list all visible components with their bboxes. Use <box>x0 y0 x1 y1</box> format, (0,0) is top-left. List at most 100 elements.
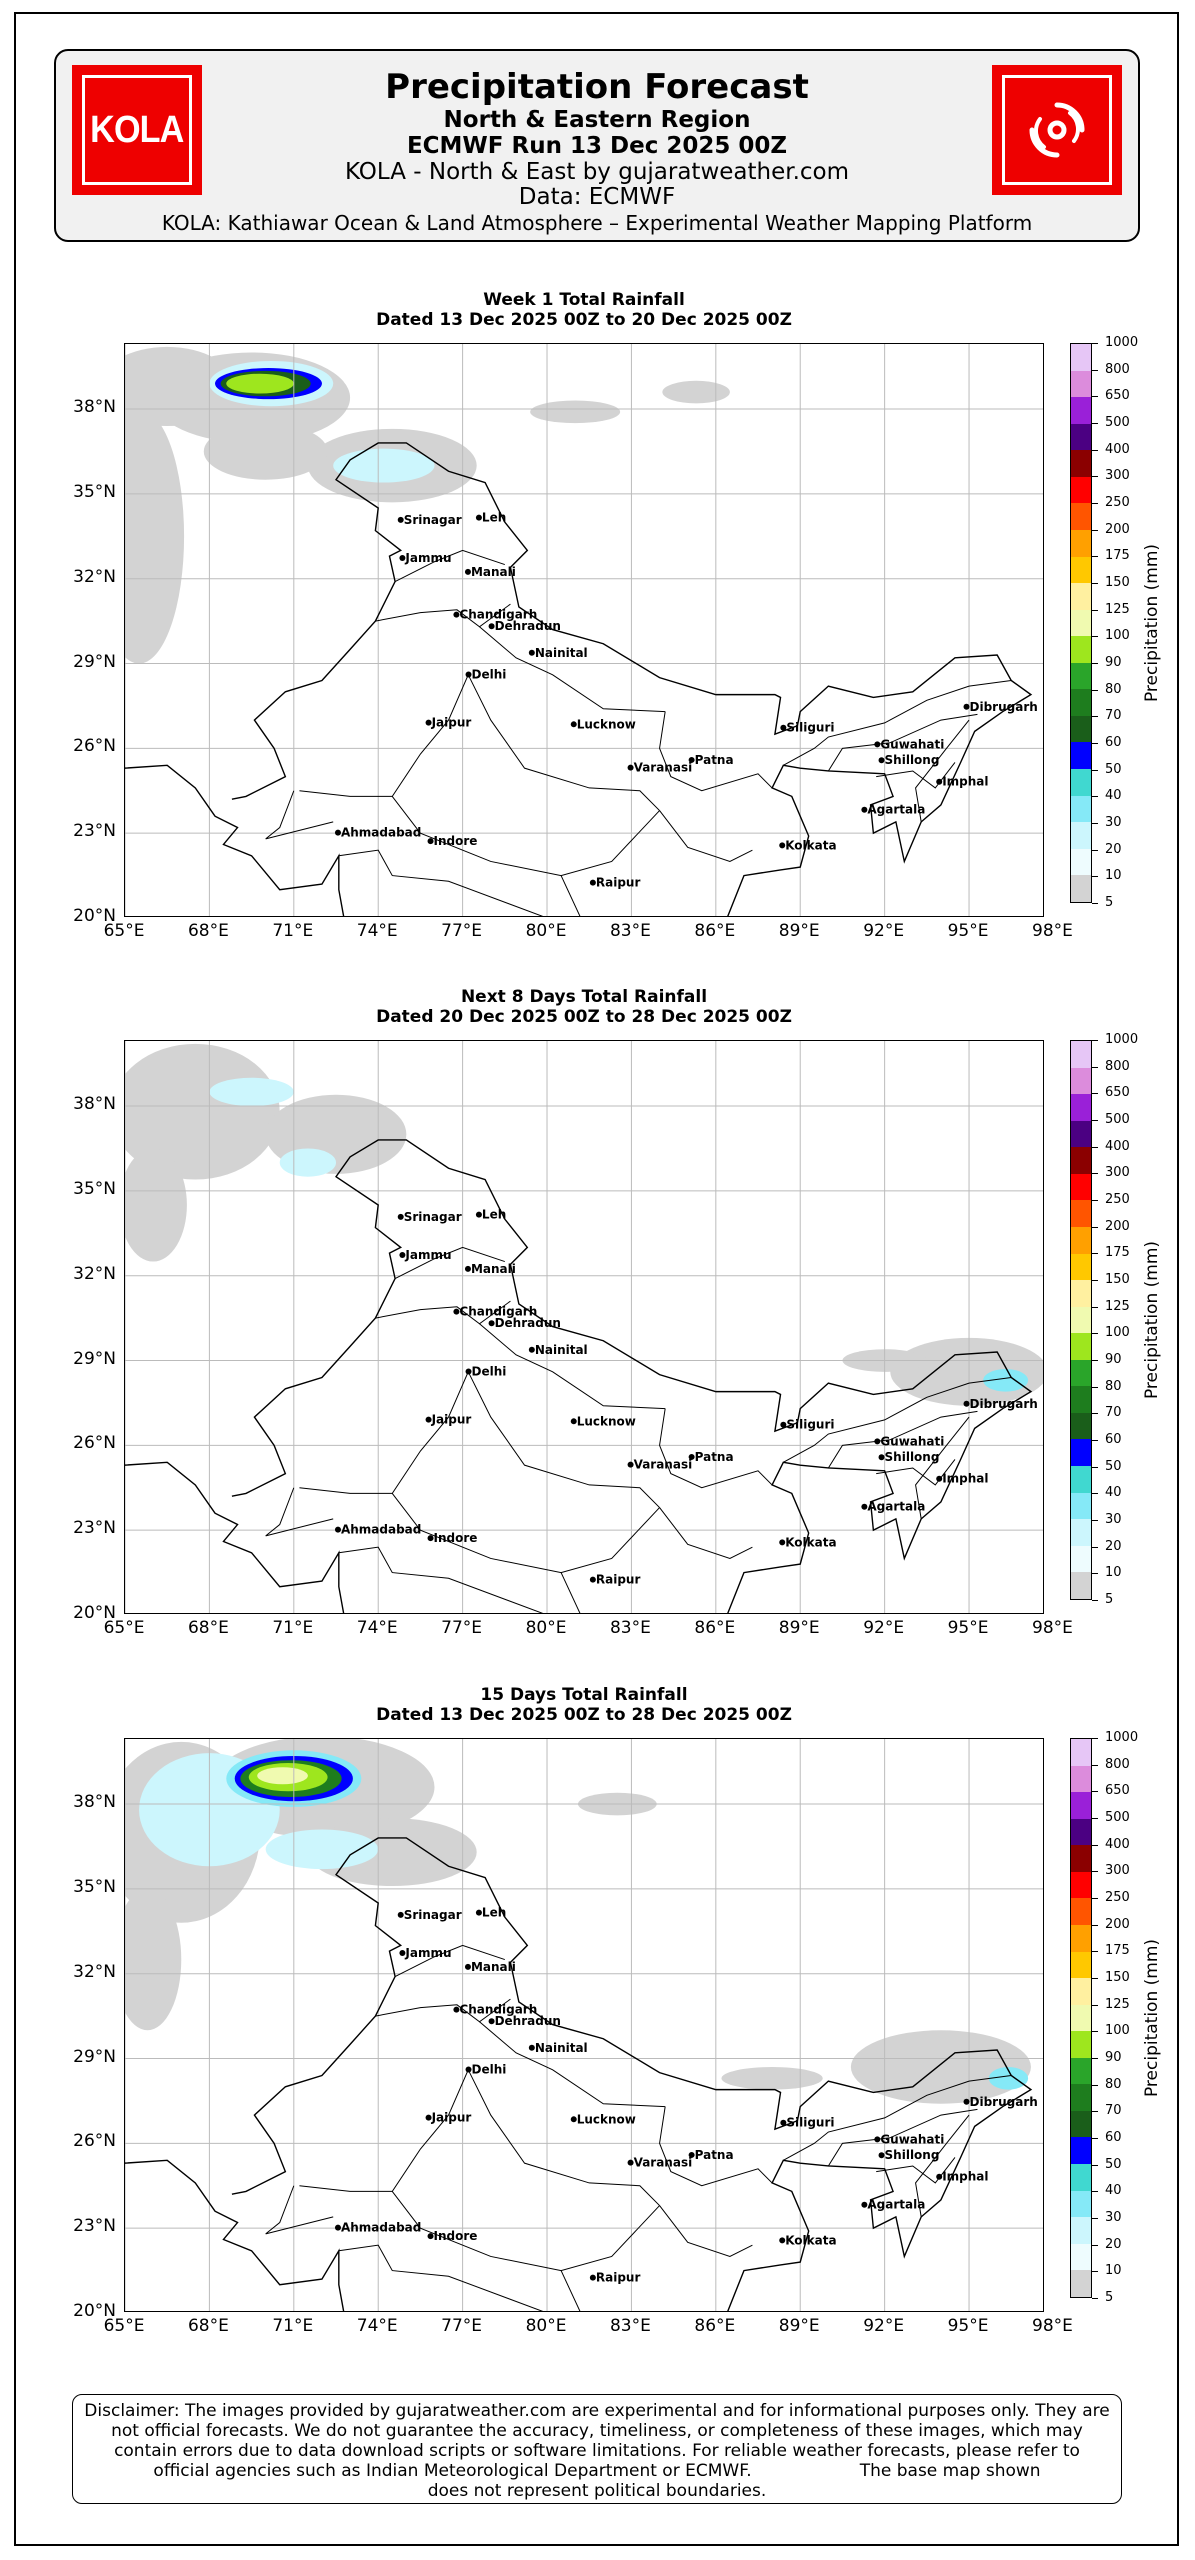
city-label: Guwahati <box>880 1434 944 1448</box>
state-border <box>479 626 666 713</box>
city-marker <box>427 1535 434 1542</box>
colorbar-tick <box>1092 1413 1098 1415</box>
city-marker <box>528 649 535 656</box>
colorbar-tick <box>1092 1200 1098 1201</box>
colorbar-tick-label: 5 <box>1105 895 1114 910</box>
colorbar-tick <box>1092 1924 1098 1926</box>
disclaimer-line: not official forecasts. We do not guaran… <box>111 2421 1083 2441</box>
colorbar <box>1070 343 1092 903</box>
state-border <box>391 2191 660 2272</box>
city-marker <box>425 2114 432 2121</box>
rainfall-area <box>988 2067 1029 2090</box>
colorbar-tick-label: 70 <box>1105 1405 1122 1421</box>
colorbar-segment <box>1071 1333 1091 1360</box>
state-border <box>467 674 660 811</box>
colorbar-tick-label: 40 <box>1105 788 1122 804</box>
city-marker <box>334 1526 341 1533</box>
state-border <box>391 1493 660 1574</box>
colorbar-tick <box>1092 1871 1098 1873</box>
colorbar-tick-label: 200 <box>1105 521 1130 537</box>
subtitle-run: ECMWF Run 13 Dec 2025 00Z <box>406 133 788 159</box>
lon-tick-label: 65°E <box>103 1618 145 1638</box>
colorbar-tick <box>1092 2298 1098 2299</box>
colorbar-tick <box>1092 1386 1098 1388</box>
city-label: Siliguri <box>786 1418 834 1432</box>
lon-tick-label: 71°E <box>272 1618 314 1638</box>
city-label: Lucknow <box>577 717 636 731</box>
city-label: Manali <box>471 1960 516 1974</box>
city-label: Jammu <box>404 551 451 565</box>
city-label: Siliguri <box>786 721 834 735</box>
city-marker <box>528 1346 535 1353</box>
lon-tick-label: 77°E <box>441 921 483 941</box>
colorbar-tick <box>1092 2084 1098 2086</box>
colorbar-segment <box>1071 1147 1091 1174</box>
city-label: Chandigarh <box>459 1305 537 1319</box>
lon-tick-label: 86°E <box>694 1618 736 1638</box>
lon-tick-label: 92°E <box>863 2316 905 2336</box>
panel-date-range: Dated 13 Dec 2025 00Z to 20 Dec 2025 00Z <box>376 310 792 330</box>
colorbar-tick <box>1092 796 1098 798</box>
lat-tick-label: 32°N <box>73 1263 116 1284</box>
colorbar-tick <box>1092 903 1098 904</box>
colorbar-tick <box>1092 1600 1098 1601</box>
rainfall-area <box>226 373 294 394</box>
colorbar-segment <box>1071 1094 1091 1121</box>
city-label: Srinagar <box>404 1908 462 1922</box>
colorbar-tick-label: 125 <box>1105 1298 1130 1314</box>
city-label: Kolkata <box>785 838 836 852</box>
state-border <box>394 1944 505 1977</box>
city-label: Dehradun <box>495 2014 561 2028</box>
state-border <box>659 711 773 792</box>
city-label: Imphal <box>942 2170 988 2184</box>
colorbar-segment <box>1071 2057 1091 2085</box>
colorbar-tick-label: 90 <box>1105 1352 1122 1367</box>
lon-tick-label: 86°E <box>694 2316 736 2336</box>
lon-tick-label: 68°E <box>187 2316 229 2336</box>
colorbar-tick <box>1092 663 1098 664</box>
panel-title: Week 1 Total Rainfall <box>483 290 685 310</box>
colorbar-tick-label: 80 <box>1105 2076 1122 2092</box>
state-border <box>915 1416 970 1519</box>
lat-tick-label: 35°N <box>73 1178 116 1199</box>
colorbar-tick <box>1092 1120 1098 1121</box>
colorbar-segment <box>1071 822 1091 849</box>
colorbar-tick <box>1092 449 1098 451</box>
lat-tick-label: 38°N <box>73 1094 116 1115</box>
lat-tick-label: 38°N <box>73 397 116 418</box>
city-label: Shillong <box>885 2148 940 2162</box>
lon-tick-label: 98°E <box>1032 2316 1073 2336</box>
city-label: Ahmadabad <box>341 1523 421 1537</box>
city-marker <box>963 1400 970 1407</box>
colorbar-tick <box>1092 556 1098 558</box>
city-marker <box>780 2119 787 2126</box>
colorbar-tick <box>1092 636 1098 638</box>
rainfall-area <box>125 1148 187 1262</box>
rainfall-area <box>890 1337 1043 1406</box>
city-marker <box>936 1475 943 1482</box>
colorbar-tick <box>1092 1333 1098 1335</box>
city-label: Nainital <box>535 646 588 660</box>
city-label: Shillong <box>885 753 940 767</box>
precipitation-map: Srinagar Leh Jammu Manali Chandigarh Dehradun… <box>124 1040 1044 1614</box>
lon-tick-label: 89°E <box>778 921 820 941</box>
colorbar-tick <box>1092 396 1098 398</box>
city-label: Raipur <box>596 876 641 890</box>
lat-tick-label: 29°N <box>73 651 116 672</box>
map-canvas: Srinagar Leh Jammu Manali ChandigarhDehradun… <box>125 1739 1043 2311</box>
city-marker <box>399 555 406 562</box>
city-marker <box>780 724 787 731</box>
city-label: Dibrugarh <box>970 1397 1038 1411</box>
disclaimer-box: Disclaimer: The images provided by gujar… <box>72 2394 1122 2504</box>
lat-tick-label: 23°N <box>73 821 116 842</box>
city-marker <box>570 1418 577 1425</box>
colorbar-tick <box>1092 2138 1098 2139</box>
rainfall-area <box>850 2030 1031 2104</box>
colorbar-tick-label: 5 <box>1105 2290 1114 2305</box>
city-marker <box>589 2274 596 2281</box>
city-marker <box>627 1461 634 1468</box>
state-border <box>375 1300 511 1325</box>
state-border <box>827 1410 978 1469</box>
colorbar-tick <box>1092 529 1098 531</box>
state-border <box>265 2185 334 2235</box>
